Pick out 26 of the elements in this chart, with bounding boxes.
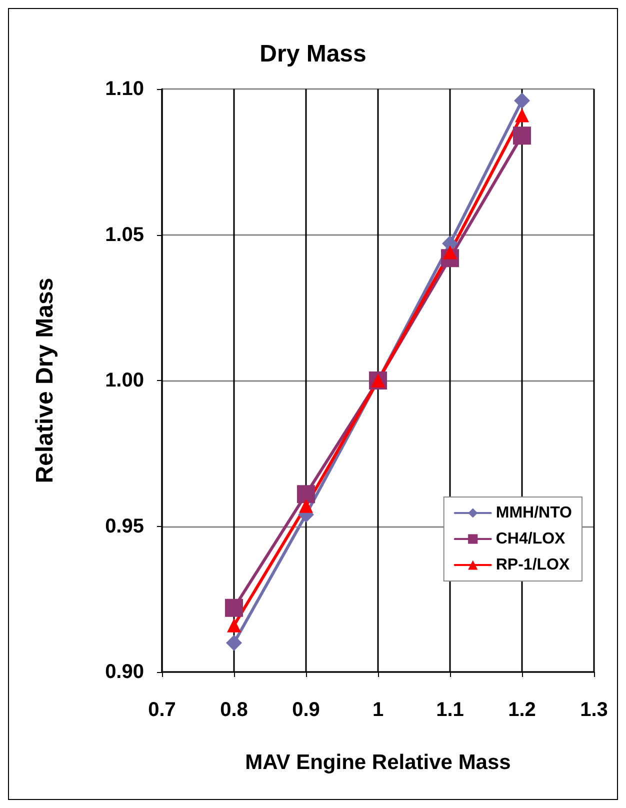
chart-title: Dry Mass	[260, 40, 366, 68]
point	[299, 498, 313, 513]
y-tick-label: 0.90	[105, 661, 144, 683]
x-tick-label: 1.1	[436, 699, 464, 721]
point	[515, 108, 529, 122]
legend-label: MMH/NTO	[496, 504, 572, 522]
y-tick-label: 1.00	[105, 370, 144, 392]
point	[297, 485, 315, 504]
legend-label: CH4/LOX	[496, 530, 566, 548]
x-tick-label: 1.3	[580, 699, 608, 721]
y-tick-label: 0.95	[105, 515, 144, 538]
x-axis-title: MAV Engine Relative Mass	[245, 751, 511, 774]
point	[227, 618, 241, 632]
x-tick-label: 0.8	[220, 699, 248, 721]
x-tick-label: 1	[372, 699, 384, 721]
point	[225, 598, 243, 617]
x-tick-label: 0.7	[148, 699, 176, 721]
x-tick-label: 1.2	[508, 699, 536, 721]
y-axis-title: Relative Dry Mass	[32, 278, 58, 484]
y-tick-label: 1.10	[105, 78, 144, 100]
x-tick-label: 0.9	[292, 699, 320, 721]
y-tick-label: 1.05	[105, 224, 144, 246]
legend-label: RP-1/LOX	[496, 556, 570, 574]
point	[226, 634, 242, 651]
point	[514, 92, 530, 109]
point	[513, 126, 531, 145]
